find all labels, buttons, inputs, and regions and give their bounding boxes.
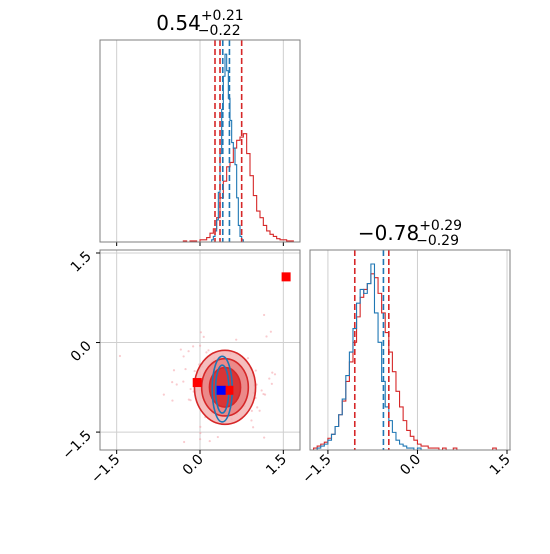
bl-scatter-point xyxy=(273,373,277,376)
bl-scatter-point xyxy=(202,335,205,338)
bl-scatter-point xyxy=(179,348,182,351)
bl-marker-2 xyxy=(224,385,234,395)
bl-scatter-point xyxy=(184,367,187,371)
bl-scatter-point xyxy=(250,419,253,422)
bl-scatter-point xyxy=(250,409,253,412)
tl-title: 0.54+0.21 −0.22 xyxy=(156,8,243,39)
bl-scatter-point xyxy=(216,435,219,439)
tl-frame xyxy=(99,39,301,243)
bl-ytick-label: 1.5 xyxy=(68,248,95,275)
bl-scatter-point xyxy=(254,369,257,372)
br-title: −0.78+0.29 −0.29 xyxy=(358,218,462,249)
bl-scatter-point xyxy=(199,425,202,428)
bl-scatter-point xyxy=(246,357,250,360)
bl-scatter-point xyxy=(270,382,273,385)
tl-title-sup: +0.21 xyxy=(201,8,244,24)
bl-scatter-point xyxy=(175,383,178,386)
br-xtick-label: 1.5 xyxy=(487,452,514,479)
bl-scatter-point xyxy=(271,371,274,374)
bl-scatter-point xyxy=(189,399,192,402)
bl-scatter-point xyxy=(263,393,267,396)
bl-scatter-point xyxy=(162,393,165,396)
bl-scatter-point xyxy=(268,377,271,380)
br-title-sub: −0.29 xyxy=(416,233,459,249)
bl-scatter-point xyxy=(182,380,185,383)
bl-markers xyxy=(192,272,291,395)
bl-scatter-point xyxy=(192,345,195,348)
panel-top-left: 0.54+0.21 −0.22 xyxy=(99,8,301,246)
bl-grid xyxy=(100,250,300,450)
bl-scatter-point xyxy=(118,354,122,358)
br-histograms xyxy=(310,263,511,451)
bl-scatter-point xyxy=(171,381,174,384)
bl-xtick-label: −1.5 xyxy=(88,452,123,487)
br-hist-series-1 xyxy=(310,263,511,451)
bl-scatter-point xyxy=(269,330,272,333)
tl-grid xyxy=(116,40,284,246)
bl-scatter-point xyxy=(252,426,255,429)
bl-scatter-point xyxy=(187,350,190,353)
bl-scatter-point xyxy=(207,349,210,352)
br-xticks: −1.5 0.0 1.5 xyxy=(299,450,514,487)
bl-ytick-label: −1.5 xyxy=(59,428,94,463)
bl-scatter-point xyxy=(183,440,186,444)
bl-scatter-point xyxy=(263,436,266,439)
br-title-main: −0.78 xyxy=(358,221,419,245)
bl-scatter-point xyxy=(256,406,259,409)
bl-scatter-point xyxy=(199,438,202,441)
bl-scatter-point xyxy=(262,313,266,317)
br-frame xyxy=(309,249,511,451)
br-xtick-label: −1.5 xyxy=(299,452,334,487)
bl-scatter-point xyxy=(258,409,261,412)
bl-scatter-point xyxy=(260,389,263,392)
br-quantile-lines xyxy=(353,250,390,450)
bl-xticks: −1.5 0.0 1.5 xyxy=(88,450,290,487)
bl-scatter-point xyxy=(171,399,174,402)
bl-marker-0 xyxy=(281,272,291,282)
bl-xtick-label: 0.0 xyxy=(180,452,207,479)
panel-bottom-right: −0.78+0.29 −0.29 −1.5 0.0 1.5 xyxy=(299,218,513,487)
bl-scatter-point xyxy=(193,370,196,373)
bl-scatter-point xyxy=(199,344,202,347)
bl-yticks: −1.5 0.0 1.5 xyxy=(59,248,100,463)
br-xtick-label: 0.0 xyxy=(397,452,424,479)
bl-ytick-label: 0.0 xyxy=(68,338,95,365)
bl-marker-1 xyxy=(192,378,202,388)
bl-scatter-point xyxy=(199,331,202,334)
bl-xtick-label: 1.5 xyxy=(263,452,290,479)
tl-quantile-lines xyxy=(214,40,243,242)
bl-scatter-point xyxy=(265,335,268,338)
bl-scatter-point xyxy=(172,369,176,372)
tl-title-sub: −0.22 xyxy=(198,23,241,39)
bl-marker-3 xyxy=(216,385,226,395)
br-title-sup: +0.29 xyxy=(419,218,462,234)
bl-scatter-point xyxy=(235,338,238,341)
tl-title-main: 0.54 xyxy=(156,11,201,35)
bl-scatter-point xyxy=(187,398,190,401)
br-hist-series-0 xyxy=(310,273,511,451)
bl-scatter-point xyxy=(199,431,202,435)
bl-scatter-point xyxy=(205,351,208,354)
panel-bottom-left: −1.5 0.0 1.5 −1.5 0.0 1.5 xyxy=(59,248,301,487)
bl-scatter-point xyxy=(189,387,192,391)
bl-scatter-point xyxy=(182,355,185,358)
br-grid xyxy=(327,250,508,450)
bl-scatter-point xyxy=(208,439,211,443)
